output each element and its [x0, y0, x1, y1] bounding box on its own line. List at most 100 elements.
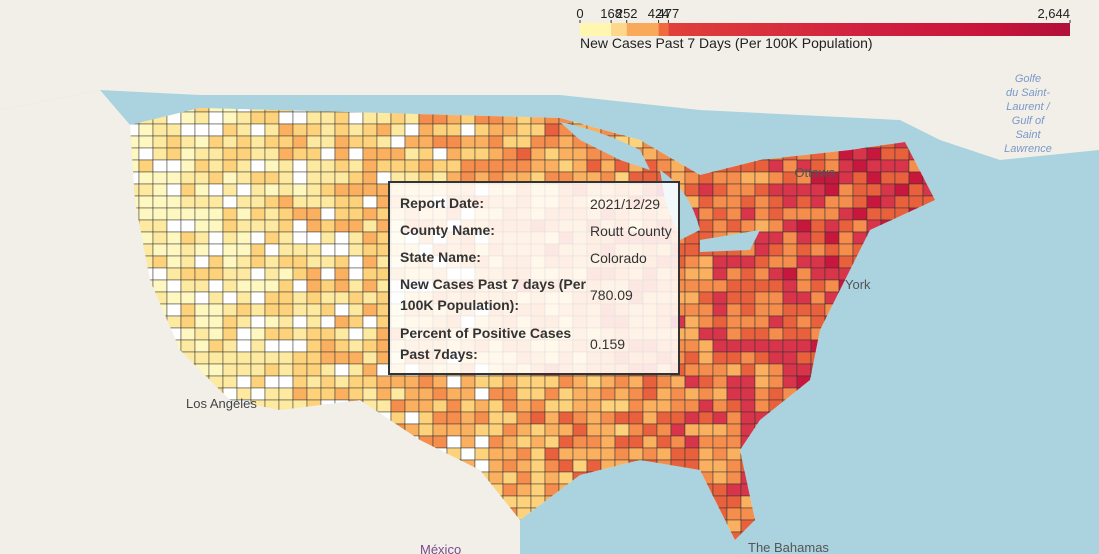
county: [516, 399, 532, 413]
county: [656, 519, 672, 533]
county: [222, 231, 238, 245]
county: [236, 291, 252, 305]
tooltip-key: County Name:: [400, 222, 495, 238]
county: [236, 159, 252, 173]
county: [768, 207, 784, 221]
county: [838, 219, 854, 233]
county: [152, 108, 168, 113]
county: [908, 291, 924, 305]
county: [922, 147, 935, 161]
county: [152, 243, 168, 257]
county: [866, 351, 882, 365]
county: [922, 207, 935, 221]
county: [866, 531, 882, 540]
county: [306, 111, 322, 125]
county: [236, 219, 252, 233]
county: [684, 183, 700, 197]
county: [726, 279, 742, 293]
county: [334, 279, 350, 293]
county: [348, 351, 364, 365]
county: [208, 183, 224, 197]
county: [600, 411, 616, 425]
county: [530, 531, 546, 540]
county: [502, 483, 518, 497]
county: [782, 471, 798, 485]
county: [558, 435, 574, 449]
county: [572, 435, 588, 449]
county: [166, 267, 182, 281]
county: [796, 147, 812, 161]
county: [838, 171, 854, 185]
county: [194, 111, 210, 125]
county: [810, 135, 826, 149]
county: [306, 147, 322, 161]
county: [278, 291, 294, 305]
county: [838, 195, 854, 209]
county: [838, 387, 854, 401]
county: [334, 291, 350, 305]
county: [250, 327, 266, 341]
mexico-land: [0, 90, 520, 554]
county: [656, 411, 672, 425]
county: [740, 111, 756, 125]
county: [629, 544, 643, 554]
county: [250, 147, 266, 161]
county: [782, 459, 798, 473]
county: [866, 387, 882, 401]
county: [166, 231, 182, 245]
county: [726, 471, 742, 485]
county: [838, 327, 854, 341]
county: [194, 303, 210, 317]
county: [726, 387, 742, 401]
county: [418, 375, 434, 389]
county: [937, 412, 951, 424]
county: [586, 447, 602, 461]
place-label: México: [420, 542, 461, 554]
county: [880, 423, 896, 437]
county: [502, 147, 518, 161]
county: [152, 111, 168, 125]
county: [796, 327, 812, 341]
county: [586, 159, 602, 173]
county: [348, 255, 364, 269]
county: [726, 195, 742, 209]
county: [852, 411, 868, 425]
county: [474, 423, 490, 437]
county: [544, 375, 560, 389]
county: [796, 459, 812, 473]
county: [937, 352, 951, 364]
county: [852, 447, 868, 461]
county: [138, 159, 154, 173]
county: [880, 411, 896, 425]
county: [684, 471, 700, 485]
county: [530, 435, 546, 449]
county: [838, 411, 854, 425]
county: [782, 435, 798, 449]
county: [306, 303, 322, 317]
county: [222, 279, 238, 293]
county: [642, 495, 658, 509]
county: [586, 435, 602, 449]
county: [866, 291, 882, 305]
county: [684, 507, 700, 521]
county: [894, 207, 910, 221]
county: [362, 108, 378, 113]
county: [390, 159, 406, 173]
county: [390, 387, 406, 401]
county: [684, 435, 700, 449]
county: [754, 279, 770, 293]
county: [334, 123, 350, 137]
county: [726, 315, 742, 329]
county: [908, 255, 924, 269]
county: [908, 447, 924, 461]
county: [712, 459, 728, 473]
county: [306, 375, 322, 389]
county: [292, 147, 308, 161]
county: [628, 111, 644, 125]
county: [937, 544, 951, 554]
county: [586, 375, 602, 389]
county: [712, 471, 728, 485]
county: [768, 387, 784, 401]
county: [656, 471, 672, 485]
county: [698, 459, 714, 473]
